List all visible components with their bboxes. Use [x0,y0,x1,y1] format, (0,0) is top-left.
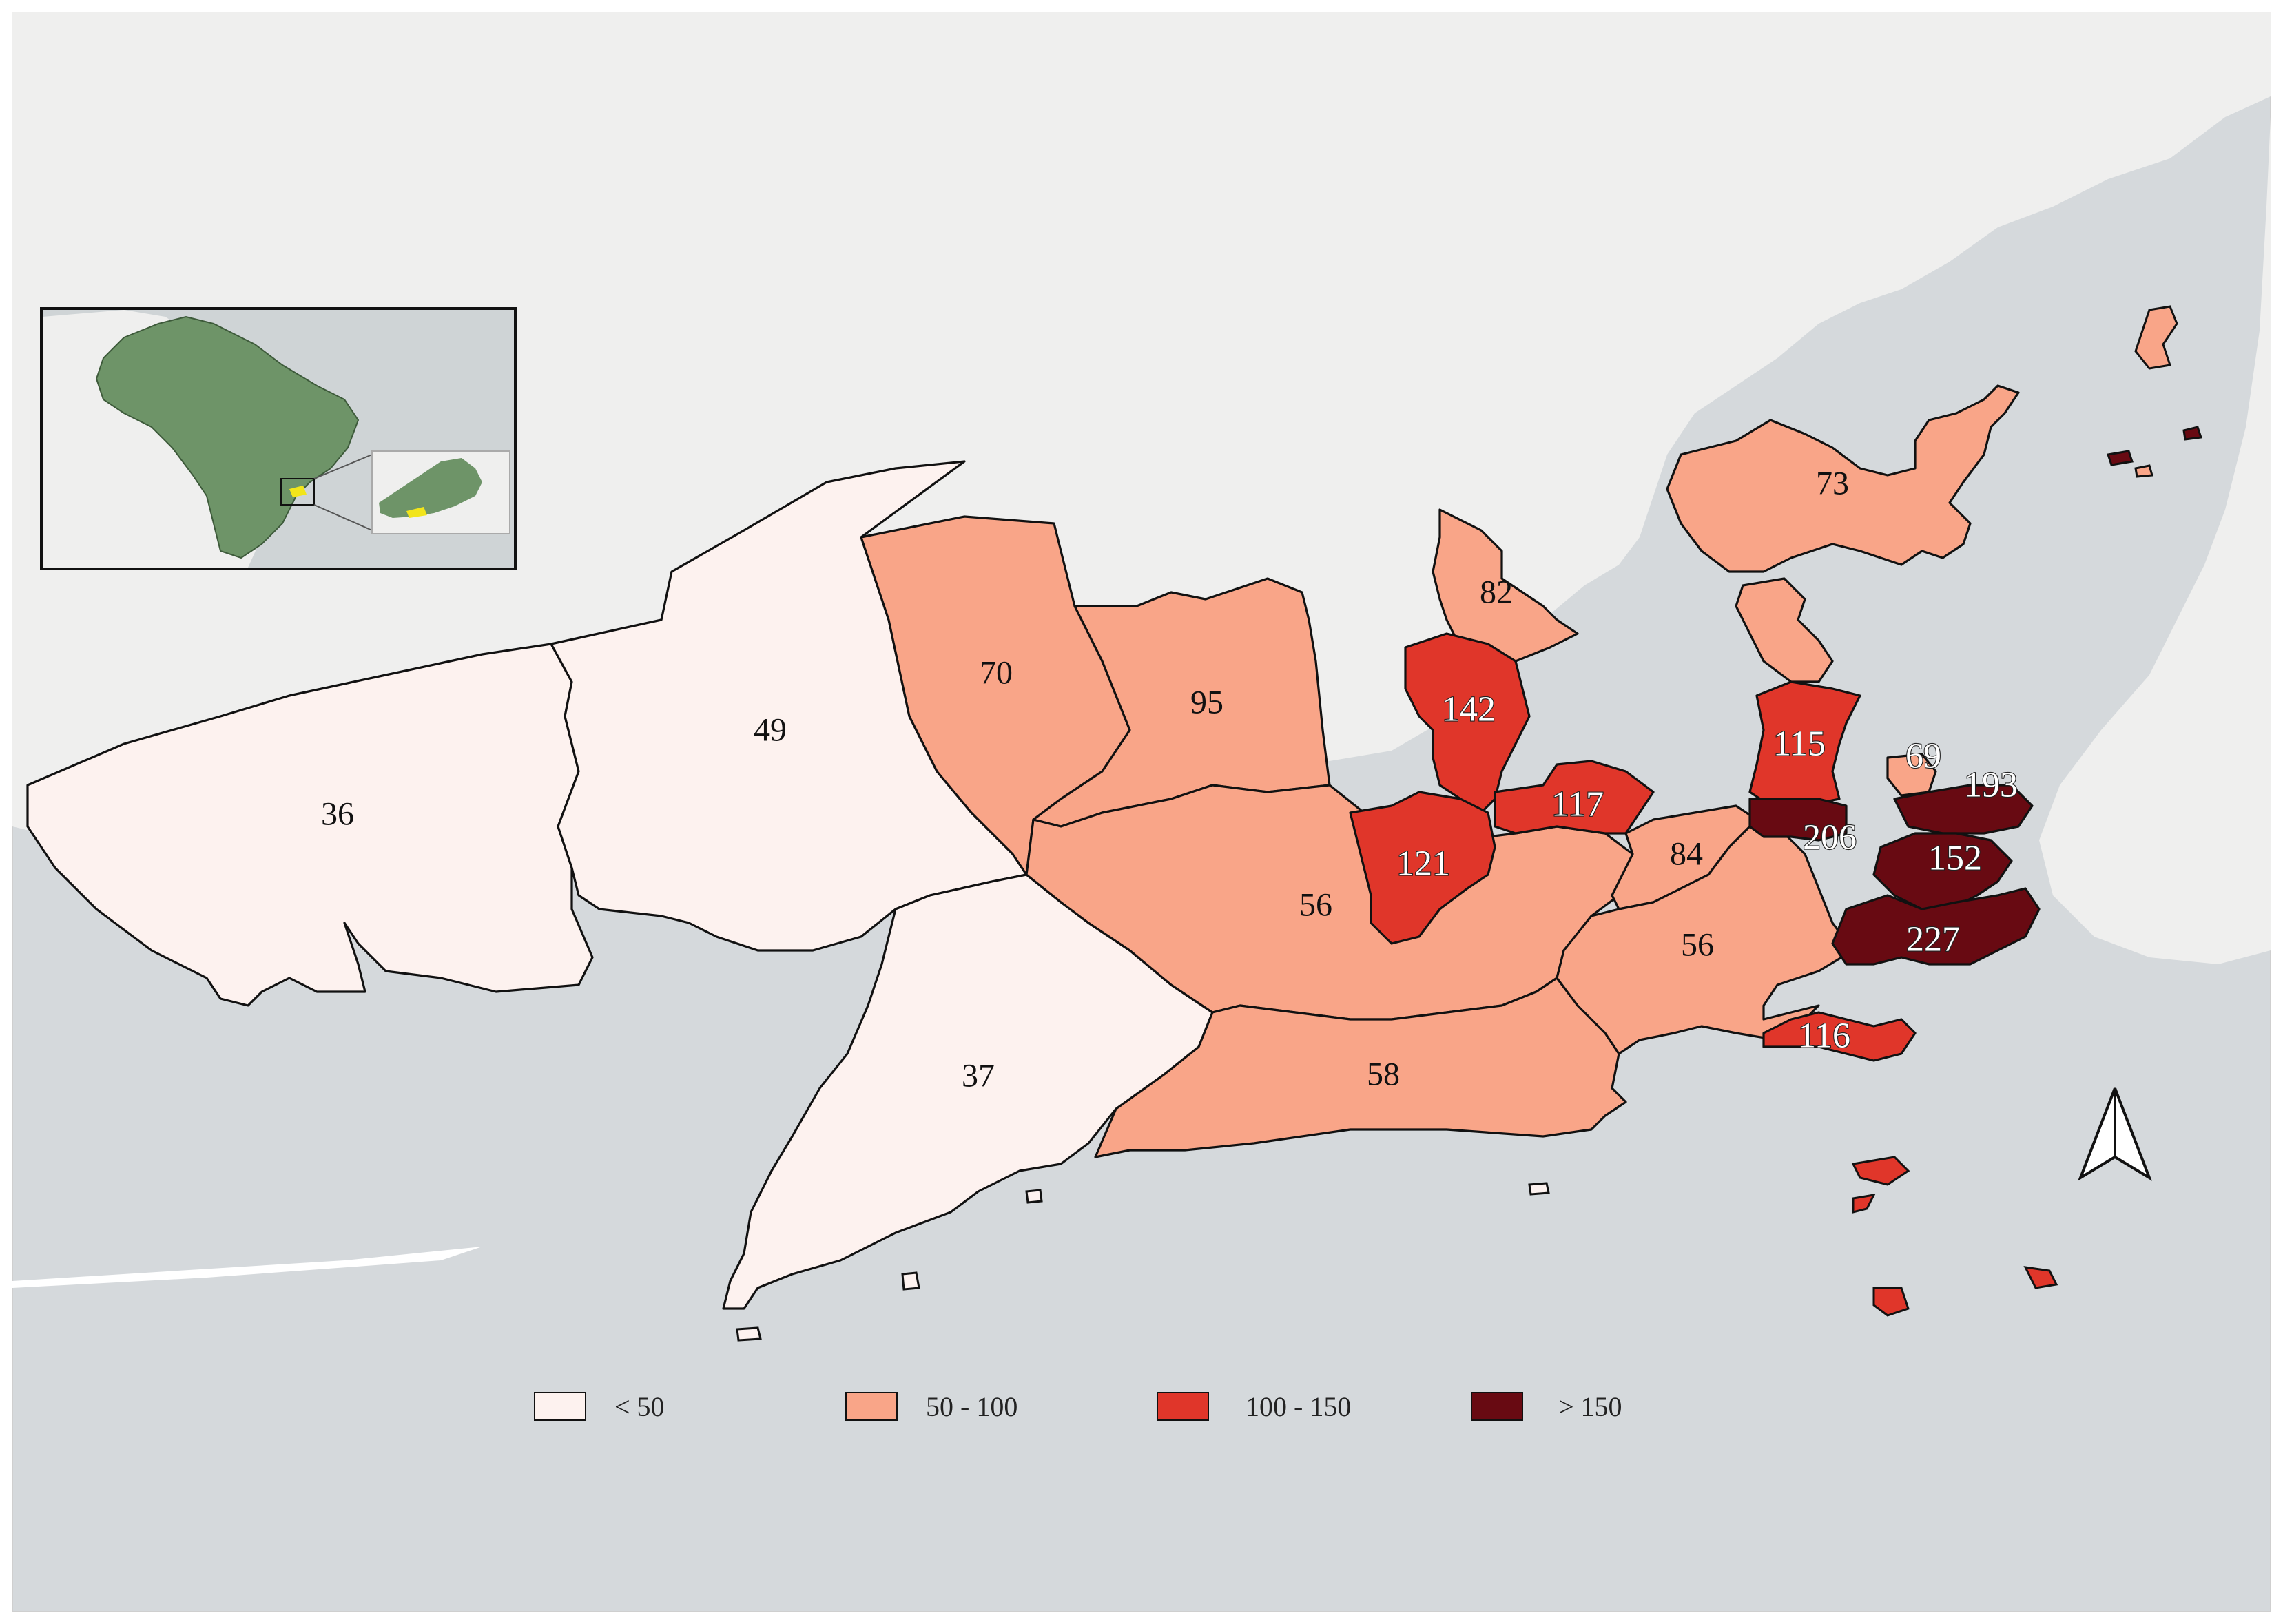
legend-label-lt50: < 50 [614,1391,665,1422]
region-label-84: 84 [1670,836,1703,873]
legend-label-gt150: > 150 [1558,1391,1622,1422]
region-label-69: 69 [1905,737,1941,776]
region-116[interactable] [1762,1011,1917,1062]
island [2182,426,2202,441]
legend-label-100-150: 100 - 150 [1246,1391,1351,1422]
island [2134,464,2153,478]
island [2023,1266,2058,1289]
region-label-70: 70 [980,655,1013,691]
region-56b[interactable] [1556,818,1855,1055]
region-label-121: 121 [1396,844,1450,884]
legend-swatch-50-100 [845,1392,898,1421]
inset-rio-highlight [289,486,307,497]
inset-brazil [95,315,360,559]
region-label-142: 142 [1442,690,1496,729]
region-label-193: 193 [1964,766,2018,805]
region-label-56b: 56 [1681,927,1714,964]
region-label-227: 227 [1906,920,1960,959]
region-label-58: 58 [1367,1056,1400,1093]
region-117[interactable] [1494,760,1655,835]
inset-rio-state [379,458,482,518]
region-227[interactable] [1831,887,2041,966]
legend-swatch-gt150 [1471,1392,1523,1421]
region-115[interactable] [1748,680,1861,807]
region-label-115: 115 [1773,725,1826,764]
region-73[interactable] [1666,384,2020,573]
legend-swatch-100-150 [1157,1392,1209,1421]
islands [736,305,2202,1342]
region-label-116: 116 [1798,1017,1850,1056]
inset-zoom-box [280,478,315,506]
region-58[interactable] [1094,977,1627,1158]
region-label-49: 49 [754,712,787,749]
north-arrow-icon [2078,1087,2152,1181]
island [1851,1156,1910,1186]
region-82[interactable] [1432,508,1579,663]
region-115-north [1735,577,1834,683]
island [2134,305,2178,370]
inset-map [40,307,517,570]
region-label-56a: 56 [1299,887,1332,924]
inset-rio-city [406,507,427,518]
legend: < 50 50 - 100 100 - 150 > 150 [534,1391,1622,1422]
region-121[interactable] [1349,791,1496,945]
region-label-37: 37 [962,1058,995,1094]
island [2107,450,2134,466]
region-label-152: 152 [1928,839,1982,878]
region-label-36: 36 [321,796,354,833]
island [901,1271,920,1291]
region-36[interactable] [26,643,594,1007]
region-label-82: 82 [1480,574,1513,611]
region-label-73: 73 [1816,466,1849,502]
region-label-95: 95 [1190,685,1223,721]
region-193[interactable] [1893,784,2034,835]
island [1528,1182,1550,1196]
island [1852,1194,1876,1214]
basemap-land-east [2039,117,2271,964]
island [1025,1189,1043,1204]
regions-layer [26,384,2041,1310]
legend-label-50-100: 50 - 100 [926,1391,1017,1422]
region-labels: 36 49 37 70 95 56 58 82 142 121 117 84 5… [321,466,2018,1094]
region-152[interactable] [1872,832,2013,910]
island [736,1326,762,1342]
legend-swatch-lt50 [534,1392,586,1421]
region-label-117: 117 [1551,785,1604,824]
region-206[interactable] [1748,798,1848,842]
region-label-206: 206 [1803,818,1857,857]
sand-bar [12,1247,482,1288]
island [1872,1287,1910,1317]
